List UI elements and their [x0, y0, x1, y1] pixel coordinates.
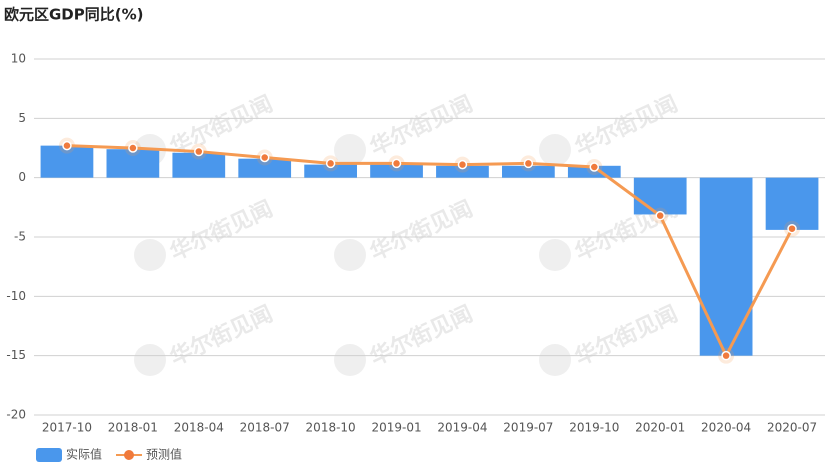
y-tick-label: 5 [18, 111, 26, 125]
watermark-logo [334, 239, 366, 271]
point [721, 350, 731, 361]
x-tick-label: 2019-01 [371, 421, 421, 435]
bar [370, 164, 423, 178]
x-tick-label: 2018-01 [108, 421, 158, 435]
x-tick-label: 2019-10 [569, 421, 619, 435]
point [128, 143, 138, 153]
watermark-logo [539, 344, 571, 376]
x-tick-label: 2019-04 [437, 421, 487, 435]
watermark: 华尔街见闻 [571, 91, 682, 161]
bar [304, 164, 357, 178]
point [325, 158, 336, 169]
watermark: 华尔街见闻 [166, 196, 277, 266]
legend-label: 预测值 [146, 447, 182, 462]
point [259, 152, 270, 163]
point [787, 223, 797, 234]
watermark: 华尔街见闻 [366, 196, 477, 266]
point [655, 210, 665, 221]
y-tick-label: -20 [6, 408, 26, 422]
bar [172, 152, 226, 178]
y-tick-label: 0 [18, 170, 26, 184]
x-tick-label: 2017-10 [42, 421, 92, 435]
point [62, 140, 72, 151]
watermark-logo [539, 134, 571, 166]
point [194, 146, 204, 157]
point [457, 159, 468, 170]
y-tick-label: -10 [6, 289, 26, 303]
legend-swatch [124, 450, 134, 460]
point [391, 158, 402, 169]
bar [106, 149, 160, 178]
bar [436, 165, 489, 178]
bar [502, 165, 555, 178]
watermark-logo [334, 134, 366, 166]
watermark-logo [334, 344, 366, 376]
watermark-logo [134, 344, 166, 376]
legend-swatch [36, 448, 62, 462]
chart-title: 欧元区GDP同比(%) [4, 6, 144, 24]
bar [699, 177, 753, 356]
bar [238, 158, 292, 178]
x-tick-label: 2018-07 [240, 421, 290, 435]
x-tick-label: 2019-07 [503, 421, 553, 435]
legend-label: 实际值 [66, 447, 102, 462]
y-tick-label: -15 [6, 348, 26, 362]
watermark-logo [539, 239, 571, 271]
bar [633, 177, 687, 215]
y-tick-label: 10 [11, 52, 26, 66]
x-tick-label: 2020-07 [767, 421, 817, 435]
watermark: 华尔街见闻 [166, 301, 277, 371]
watermark: 华尔街见闻 [366, 301, 477, 371]
line [66, 144, 794, 360]
watermark: 华尔街见闻 [571, 301, 682, 371]
y-tick-label: -5 [14, 230, 26, 244]
point [523, 158, 534, 169]
x-tick-label: 2020-04 [701, 421, 751, 435]
watermark-logo [134, 239, 166, 271]
x-tick-label: 2020-01 [635, 421, 685, 435]
x-tick-label: 2018-04 [174, 421, 224, 435]
x-tick-label: 2018-10 [306, 421, 356, 435]
watermark: 华尔街见闻 [366, 91, 477, 161]
point [589, 162, 600, 172]
bar [765, 177, 819, 230]
bar [40, 145, 94, 178]
